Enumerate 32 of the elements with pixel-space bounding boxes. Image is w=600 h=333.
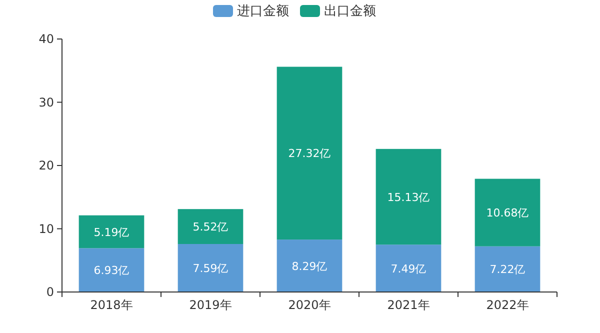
data-label: 6.93亿 (94, 264, 130, 278)
data-label: 5.52亿 (192, 220, 228, 234)
data-label: 7.59亿 (192, 262, 228, 275)
bar (474, 246, 540, 292)
bar (276, 240, 342, 292)
bar (376, 148, 442, 245)
x-tick-label: 2019年 (189, 298, 232, 312)
x-tick-label: 2020年 (288, 298, 331, 312)
data-label: 7.49亿 (390, 262, 426, 276)
bar (178, 209, 244, 244)
bar (376, 244, 442, 292)
legend-label: 进口金额 (237, 4, 289, 19)
bar (474, 178, 540, 246)
y-tick-label: 0 (46, 285, 54, 299)
x-tick-label: 2018年 (90, 298, 133, 312)
y-tick-label: 20 (38, 158, 54, 172)
data-label: 27.32亿 (288, 147, 331, 160)
bar (276, 66, 342, 240)
bar (78, 215, 144, 248)
y-tick-label: 30 (38, 95, 54, 110)
data-label: 8.29亿 (292, 260, 328, 273)
data-label: 7.22亿 (490, 263, 526, 276)
data-label: 10.68亿 (486, 206, 529, 220)
data-label: 5.19亿 (94, 226, 130, 239)
bar (78, 248, 144, 292)
legend-label: 出口金额 (324, 4, 376, 19)
bar (178, 244, 244, 292)
data-label: 15.13亿 (387, 190, 430, 204)
y-tick-label: 10 (38, 222, 54, 236)
x-tick-label: 2021年 (387, 298, 430, 312)
x-tick-label: 2022年 (486, 298, 529, 312)
y-tick-label: 40 (38, 32, 54, 46)
